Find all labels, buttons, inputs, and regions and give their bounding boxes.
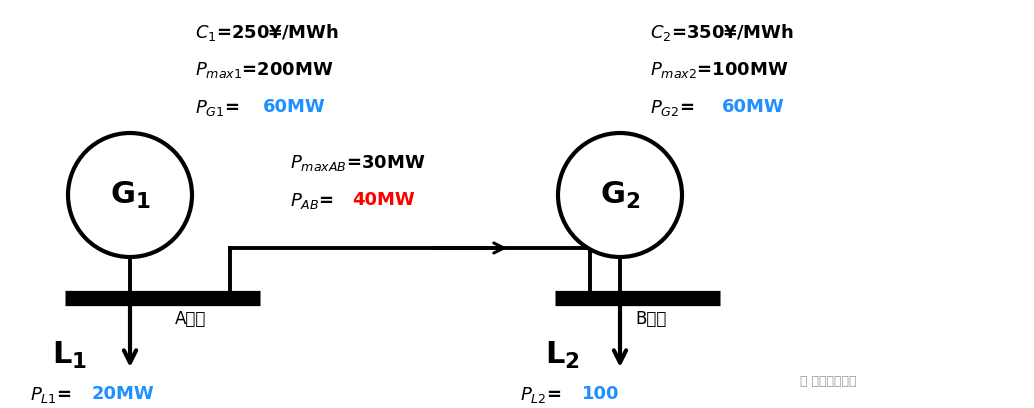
Text: $C_2$=350¥/MWh: $C_2$=350¥/MWh [650, 22, 794, 43]
Text: $P_{max2}$=100MW: $P_{max2}$=100MW [650, 60, 789, 80]
Text: $P_{maxAB}$=30MW: $P_{maxAB}$=30MW [290, 153, 425, 173]
Circle shape [68, 133, 192, 257]
Text: 60MW: 60MW [263, 98, 326, 116]
Text: $\mathbf{L_2}$: $\mathbf{L_2}$ [545, 340, 580, 371]
Text: $P_{L2}$=: $P_{L2}$= [520, 385, 561, 405]
Text: 60MW: 60MW [722, 98, 785, 116]
Text: $\mathbf{G_1}$: $\mathbf{G_1}$ [110, 180, 150, 211]
Text: A节点: A节点 [175, 310, 207, 328]
Text: $P_{L1}$=: $P_{L1}$= [30, 385, 71, 405]
Circle shape [558, 133, 682, 257]
Text: 🔌 走进电力市场: 🔌 走进电力市场 [800, 375, 856, 388]
Text: 20MW: 20MW [92, 385, 155, 403]
Text: $\mathbf{L_1}$: $\mathbf{L_1}$ [52, 340, 87, 371]
Text: 100: 100 [582, 385, 619, 403]
Text: $C_1$=250¥/MWh: $C_1$=250¥/MWh [195, 22, 339, 43]
Text: $P_{G2}$=: $P_{G2}$= [650, 98, 696, 118]
Text: $P_{G1}$=: $P_{G1}$= [195, 98, 239, 118]
Text: $P_{AB}$=: $P_{AB}$= [290, 191, 334, 211]
Text: 40MW: 40MW [352, 191, 415, 209]
Text: B节点: B节点 [635, 310, 666, 328]
Text: $P_{max1}$=200MW: $P_{max1}$=200MW [195, 60, 334, 80]
Text: $\mathbf{G_2}$: $\mathbf{G_2}$ [600, 180, 640, 211]
